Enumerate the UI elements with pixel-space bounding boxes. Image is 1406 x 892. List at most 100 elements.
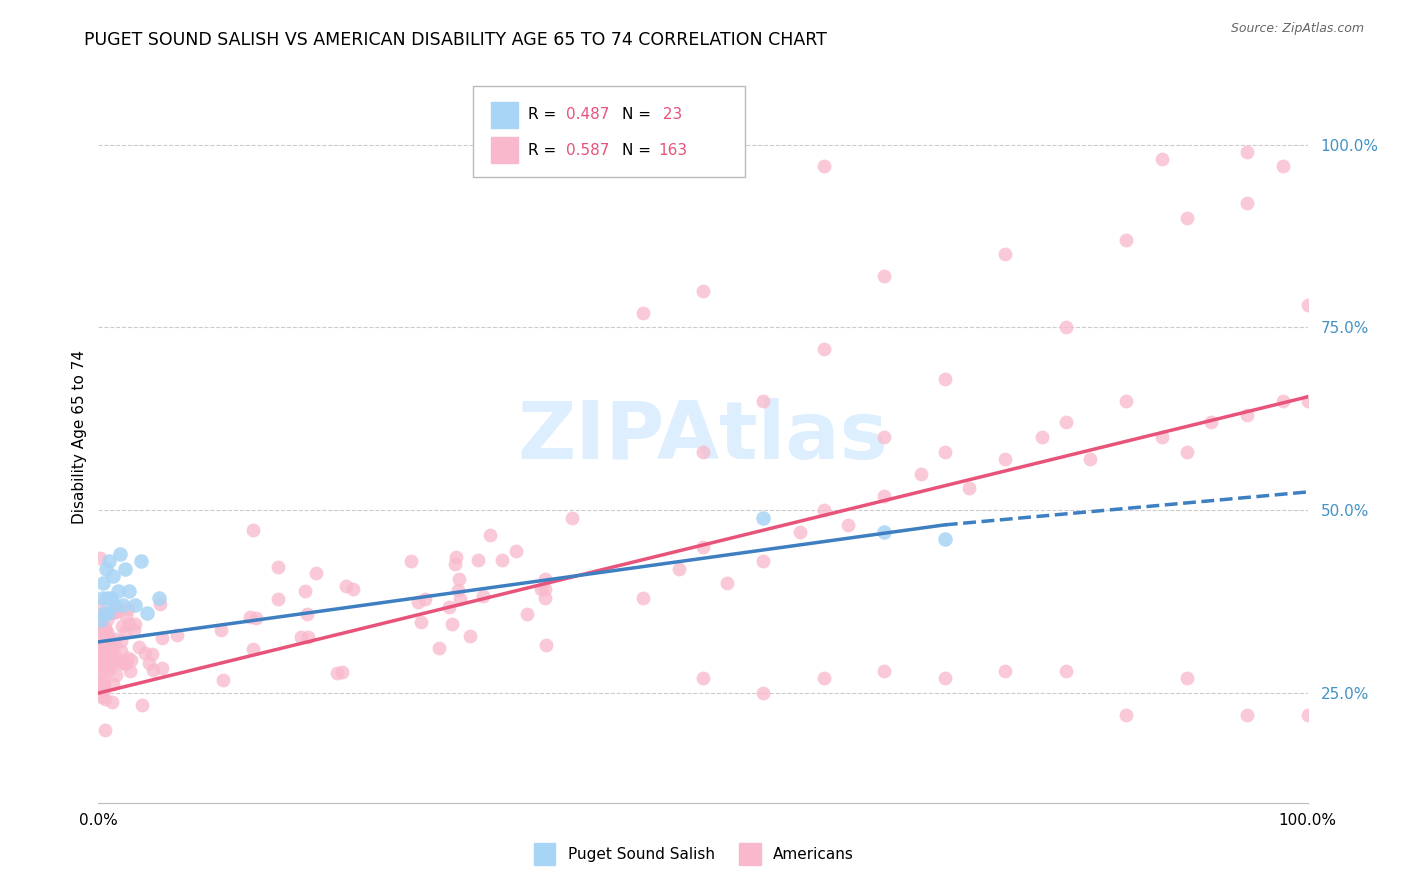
Point: [692, 540, 714, 554]
Point: [297, 630, 319, 644]
Point: [124, 617, 146, 632]
Point: [108, 656, 131, 670]
Point: [1236, 145, 1258, 159]
Point: [304, 566, 326, 580]
Point: [118, 616, 141, 631]
Point: [89, 550, 111, 565]
Point: [104, 599, 127, 613]
Point: [335, 579, 357, 593]
Point: [114, 657, 136, 672]
Text: 163: 163: [658, 143, 688, 158]
Point: [100, 651, 122, 665]
Point: [692, 672, 714, 686]
Point: [148, 598, 170, 612]
Point: [104, 637, 127, 651]
Point: [98, 632, 121, 647]
Point: [89, 640, 111, 654]
Point: [467, 553, 489, 567]
Point: [97, 656, 120, 670]
Point: [873, 525, 896, 540]
Point: [94, 723, 117, 737]
Point: [401, 554, 423, 568]
Point: [449, 591, 471, 606]
Point: [107, 604, 129, 618]
Point: [104, 601, 127, 615]
Point: [1296, 708, 1319, 723]
Text: N =: N =: [621, 107, 655, 122]
Point: [114, 656, 136, 670]
Point: [1272, 160, 1295, 174]
Point: [505, 544, 527, 558]
Point: [530, 582, 553, 597]
Text: Source: ZipAtlas.com: Source: ZipAtlas.com: [1230, 22, 1364, 36]
Point: [209, 623, 232, 637]
Point: [96, 613, 118, 627]
Point: [245, 611, 267, 625]
Point: [91, 618, 114, 632]
Point: [96, 624, 118, 639]
Point: [89, 644, 111, 658]
Point: [110, 644, 132, 658]
Point: [1078, 452, 1101, 467]
Point: [1115, 233, 1137, 247]
Point: [692, 284, 714, 298]
Point: [97, 663, 120, 677]
Point: [342, 582, 364, 596]
Point: [101, 569, 124, 583]
Point: [101, 677, 124, 691]
Point: [120, 653, 142, 667]
Point: [409, 615, 432, 630]
Point: [93, 654, 115, 668]
Point: [90, 636, 112, 650]
Point: [110, 634, 132, 648]
Point: [89, 657, 111, 671]
Point: [94, 648, 117, 662]
Point: [100, 695, 122, 709]
Point: [1296, 298, 1319, 312]
Bar: [492, 137, 517, 163]
Text: R =: R =: [527, 107, 561, 122]
Point: [138, 657, 160, 671]
Point: [242, 523, 264, 537]
Point: [1175, 672, 1198, 686]
Text: 0.587: 0.587: [567, 143, 610, 158]
Point: [94, 562, 117, 576]
Point: [631, 591, 654, 605]
Point: [91, 690, 114, 705]
Point: [1272, 393, 1295, 408]
Point: [89, 675, 111, 690]
Point: [96, 624, 118, 639]
Point: [752, 510, 775, 524]
Text: ZIPAtlas: ZIPAtlas: [517, 398, 889, 476]
Point: [104, 606, 127, 620]
Point: [1054, 320, 1077, 334]
Point: [1115, 393, 1137, 408]
Point: [994, 664, 1017, 678]
Point: [117, 650, 139, 665]
Point: [100, 591, 122, 605]
Point: [115, 608, 138, 623]
Point: [90, 627, 112, 641]
Point: [108, 547, 131, 561]
Point: [1236, 196, 1258, 211]
Point: [267, 591, 290, 606]
Point: [427, 641, 450, 656]
Point: [90, 679, 112, 693]
Point: [89, 599, 111, 614]
Point: [89, 639, 111, 653]
Point: [1152, 152, 1174, 166]
Point: [813, 160, 835, 174]
Text: 23: 23: [658, 107, 682, 122]
Point: [994, 452, 1017, 467]
Point: [330, 665, 353, 679]
Point: [873, 664, 896, 678]
Point: [93, 681, 115, 696]
Point: [1031, 430, 1053, 444]
Point: [437, 599, 460, 614]
Point: [957, 481, 980, 495]
Point: [93, 675, 115, 690]
Point: [107, 583, 129, 598]
Point: [1054, 664, 1077, 678]
Point: [326, 665, 349, 680]
Point: [533, 582, 555, 597]
